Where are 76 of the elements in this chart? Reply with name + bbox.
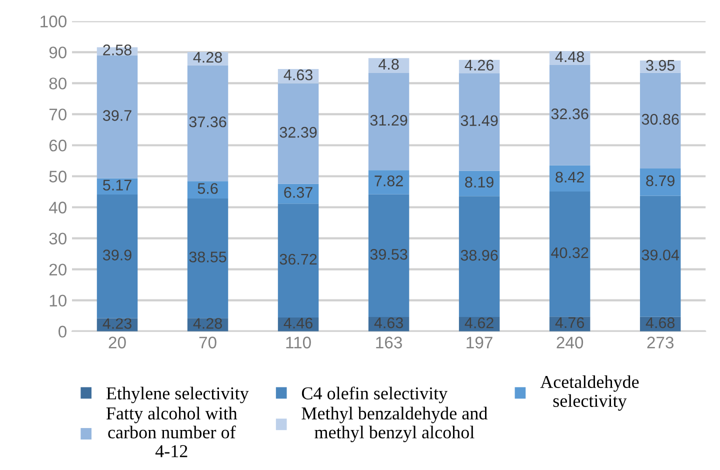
bar [368,73,410,170]
y-tick-label: 50 [49,170,66,182]
data-label: 2.58 [103,44,132,56]
legend-label: C4 olefin selectivity [302,386,448,404]
data-label: 4.48 [555,51,584,62]
bar [549,192,590,317]
data-label: 5.17 [103,180,132,191]
data-label: 32.36 [551,108,588,120]
y-tick-label: 60 [49,140,66,152]
data-label: 3.95 [646,60,675,71]
y-tick-label: 30 [49,232,66,244]
data-label: 4.28 [193,318,222,329]
bar [187,198,228,318]
x-tick-label: 197 [466,336,492,348]
data-label: 4.63 [284,69,312,80]
bar [640,72,681,168]
data-label: 32.39 [280,126,317,138]
data-label: 8.19 [465,176,494,188]
x-tick-label: 110 [286,336,311,348]
data-label: 38.55 [189,252,226,262]
legend-label: Fatty alcohol with carbon number of 4-12 [106,406,238,458]
y-tick-label: 0 [58,326,66,338]
data-label: 39.7 [102,110,132,121]
bar [458,196,500,318]
x-tick-label: 273 [647,336,674,348]
data-label: 36.72 [280,254,317,265]
data-label: 38.96 [460,250,498,261]
data-label: 4.62 [464,317,494,328]
data-label: 4.76 [555,317,584,328]
data-label: 4.28 [193,52,222,63]
data-label: 37.36 [189,116,226,128]
data-label: 39.9 [102,250,132,260]
y-tick-label: 70 [49,108,66,120]
y-tick-label: 20 [49,264,66,276]
legend-label: Methyl benzaldehyde and methyl benzyl alcohol [302,406,488,442]
y-tick-label: 80 [49,78,66,90]
data-label: 4.23 [102,318,132,329]
data-label: 39.04 [642,250,680,260]
data-label: 5.6 [198,183,218,194]
y-tick-label: 90 [49,46,66,58]
data-label: 39.53 [370,248,408,260]
y-tick-label: 100 [40,16,66,28]
bar [368,194,410,317]
bar [458,73,500,171]
data-label: 4.8 [378,58,399,70]
data-label: 7.82 [374,176,403,186]
data-label: 4.68 [646,317,675,328]
x-tick-label: 163 [376,336,402,348]
bar [640,168,681,196]
data-label: 40.32 [551,247,588,258]
bar [187,181,228,198]
legend-label: Ethylene selectivity [106,386,249,404]
bar [278,204,319,318]
y-tick-label: 40 [48,202,66,214]
bar [278,83,319,184]
data-label: 4.26 [464,60,494,71]
data-label: 8.79 [646,175,674,186]
data-label: 31.49 [460,115,498,126]
data-label: 8.42 [556,172,584,183]
x-tick-label: 240 [556,336,584,348]
x-tick-label: 70 [199,336,216,348]
data-label: 4.63 [374,317,403,328]
bar [187,65,228,182]
data-label: 31.29 [370,114,408,126]
bar [640,196,681,317]
bar [368,170,410,194]
bar [96,194,138,318]
bar [96,55,138,178]
data-label: 4.46 [284,318,312,329]
data-label: 30.86 [642,114,679,125]
y-tick-label: 10 [50,294,66,307]
legend-label: Acetaldehyde selectivity [540,375,639,411]
data-label: 6.37 [284,187,312,198]
bar [549,165,590,192]
x-tick-label: 20 [108,336,126,348]
bar [549,65,590,166]
